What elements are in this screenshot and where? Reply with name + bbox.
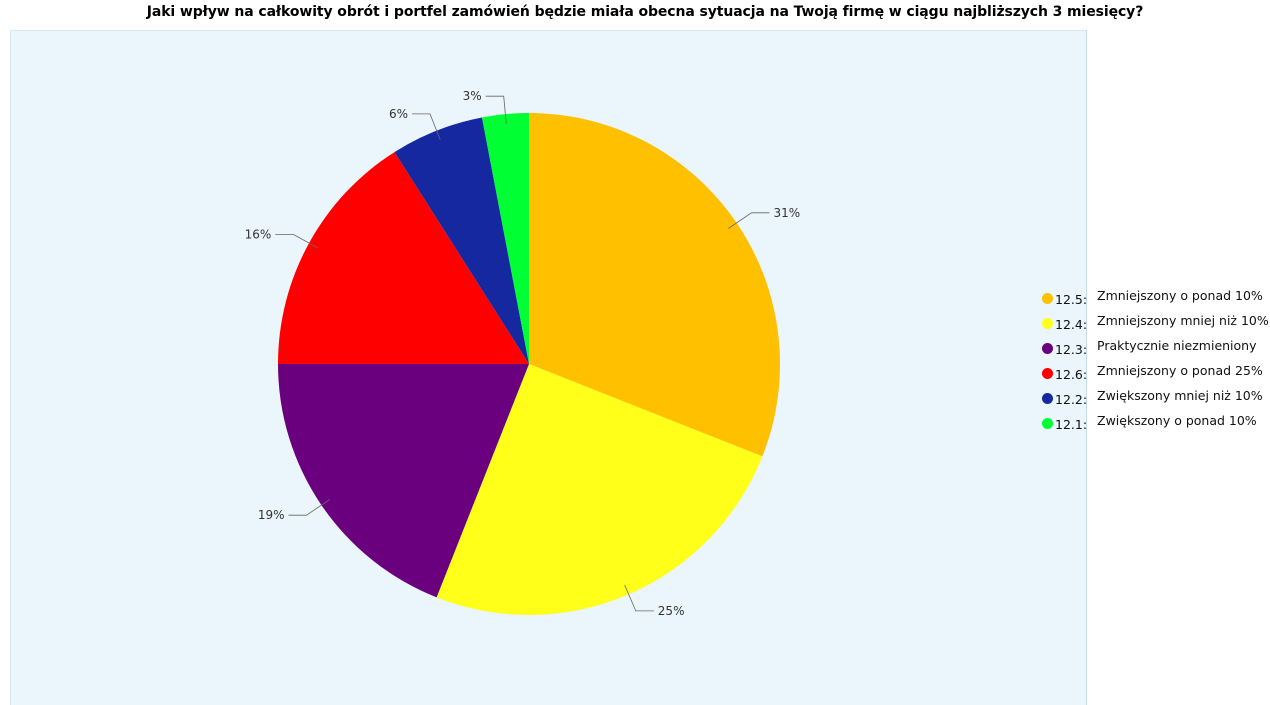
legend-code: 12.2: [1055,392,1087,407]
legend-item: 12.6: Zmniejszony o ponad 25% [1042,364,1267,389]
legend-color-dot [1042,343,1053,354]
legend-code: 12.5: [1055,292,1087,307]
legend-item: 12.2: Zwiększony mniej niż 10% [1042,389,1267,414]
legend-label: Zmniejszony o ponad 25% [1097,363,1263,378]
slice-label: 6% [389,107,408,121]
legend-color-dot [1042,293,1053,304]
legend-color-dot [1042,368,1053,379]
legend-color-dot [1042,318,1053,329]
plot-area: 31% 25% 19% 16% 6% 3% [10,30,1087,705]
legend-label: Praktycznie niezmieniony [1097,338,1257,353]
slice-label: 19% [258,508,285,522]
legend: 12.5: Zmniejszony o ponad 10% 12.4: Zmniejs… [1042,289,1267,439]
legend-label: Zmniejszony mniej niż 10% [1097,313,1269,328]
pie-chart: 31% 25% 19% 16% 6% 3% [11,31,1086,705]
legend-item: 12.3: Praktycznie niezmieniony [1042,339,1267,364]
legend-color-dot [1042,418,1053,429]
chart-title: Jaki wpływ na całkowity obrót i portfel … [0,4,1270,20]
slice-label: 25% [658,604,685,618]
legend-item: 12.1: Zwiększony o ponad 10% [1042,414,1267,439]
slice-label: 31% [774,206,801,220]
legend-item: 12.4: Zmniejszony mniej niż 10% [1042,314,1267,339]
legend-color-dot [1042,393,1053,404]
legend-item: 12.5: Zmniejszony o ponad 10% [1042,289,1267,314]
slice-label: 16% [245,227,272,241]
legend-label: Zwiększony o ponad 10% [1097,413,1257,428]
legend-code: 12.1: [1055,417,1087,432]
legend-code: 12.4: [1055,317,1087,332]
legend-label: Zmniejszony o ponad 10% [1097,288,1263,303]
legend-label: Zwiększony mniej niż 10% [1097,388,1263,403]
legend-code: 12.6: [1055,367,1087,382]
legend-code: 12.3: [1055,342,1087,357]
slice-label: 3% [463,89,482,103]
